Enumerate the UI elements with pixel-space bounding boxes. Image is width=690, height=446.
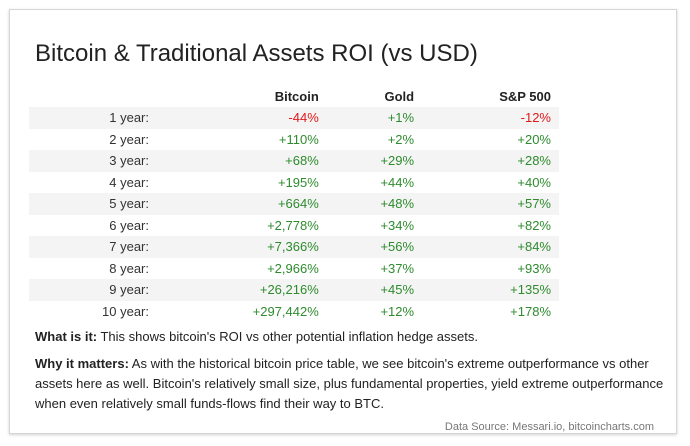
table-row: 5 year: +664% +48% +57% <box>29 193 559 215</box>
column-header-sp500: S&P 500 <box>499 88 551 104</box>
sp500-cell: +178% <box>510 303 551 319</box>
table-row: 4 year: +195% +44% +40% <box>29 172 559 194</box>
gold-cell: +44% <box>380 174 415 190</box>
sp500-cell: +57% <box>422 193 559 215</box>
table-row: 8 year: +2,966% +37% +93% <box>29 258 559 280</box>
table-row: 10 year: +297,442% +12% +178% <box>29 301 559 323</box>
page-title: Bitcoin & Traditional Assets ROI (vs USD… <box>35 40 478 67</box>
notes-section: What is it: This shows bitcoin's ROI vs … <box>35 327 665 421</box>
column-header-period <box>29 85 157 107</box>
why-it-matters-note: Why it matters: As with the historical b… <box>35 354 665 414</box>
period-cell: 4 year: <box>109 174 149 190</box>
period-cell: 2 year: <box>109 131 149 147</box>
sp500-cell: +135% <box>422 279 559 301</box>
table-row: 9 year: +26,216% +45% +135% <box>29 279 559 301</box>
table-row: 2 year: +110% +2% +20% <box>29 129 559 151</box>
period-cell: 9 year: <box>29 279 157 301</box>
table-row: 1 year: -44% +1% -12% <box>29 107 559 129</box>
period-cell: 10 year: <box>102 303 149 319</box>
gold-cell: +12% <box>380 303 415 319</box>
bitcoin-cell: -44% <box>157 107 327 129</box>
bitcoin-cell: +26,216% <box>157 279 327 301</box>
gold-cell: +29% <box>326 150 423 172</box>
why-it-matters-text: As with the historical bitcoin price tab… <box>35 356 664 411</box>
gold-cell: +48% <box>326 193 423 215</box>
period-cell: 5 year: <box>29 193 157 215</box>
bitcoin-cell: +2,778% <box>267 217 319 233</box>
column-header-gold: Gold <box>384 88 415 104</box>
what-is-it-label: What is it: <box>35 329 98 344</box>
sp500-cell: -12% <box>422 107 559 129</box>
sp500-cell: +84% <box>422 236 559 258</box>
table-header-row: Bitcoin Gold S&P 500 <box>29 85 559 107</box>
sp500-cell: +82% <box>517 217 551 233</box>
table-row: 3 year: +68% +29% +28% <box>29 150 559 172</box>
what-is-it-note: What is it: This shows bitcoin's ROI vs … <box>35 327 665 347</box>
what-is-it-text: This shows bitcoin's ROI vs other potent… <box>97 329 478 344</box>
gold-cell: +37% <box>380 260 415 276</box>
data-source: Data Source: Messari.io, bitcoincharts.c… <box>444 421 654 433</box>
roi-card: Bitcoin & Traditional Assets ROI (vs USD… <box>9 9 677 434</box>
bitcoin-cell: +195% <box>277 174 319 190</box>
bitcoin-cell: +2,966% <box>267 260 319 276</box>
period-cell: 6 year: <box>109 217 149 233</box>
bitcoin-cell: +664% <box>157 193 327 215</box>
bitcoin-cell: +297,442% <box>252 303 319 319</box>
gold-cell: +2% <box>387 131 415 147</box>
table-row: 6 year: +2,778% +34% +82% <box>29 215 559 237</box>
period-cell: 8 year: <box>109 260 149 276</box>
gold-cell: +1% <box>326 107 423 129</box>
period-cell: 3 year: <box>29 150 157 172</box>
roi-table: Bitcoin Gold S&P 500 1 year: -44% +1% -12% 2… <box>29 85 559 322</box>
sp500-cell: +28% <box>422 150 559 172</box>
sp500-cell: +93% <box>517 260 551 276</box>
period-cell: 1 year: <box>29 107 157 129</box>
bitcoin-cell: +68% <box>157 150 327 172</box>
period-cell: 7 year: <box>29 236 157 258</box>
bitcoin-cell: +110% <box>278 131 319 147</box>
why-it-matters-label: Why it matters: <box>35 356 129 371</box>
table-row: 7 year: +7,366% +56% +84% <box>29 236 559 258</box>
gold-cell: +56% <box>326 236 423 258</box>
sp500-cell: +40% <box>517 174 551 190</box>
bitcoin-cell: +7,366% <box>157 236 327 258</box>
gold-cell: +34% <box>380 217 415 233</box>
sp500-cell: +20% <box>517 131 551 147</box>
roi-table-body: 1 year: -44% +1% -12% 2 year: +110% +2% +20% 3 y… <box>29 107 559 322</box>
column-header-bitcoin: Bitcoin <box>274 88 319 104</box>
gold-cell: +45% <box>326 279 423 301</box>
